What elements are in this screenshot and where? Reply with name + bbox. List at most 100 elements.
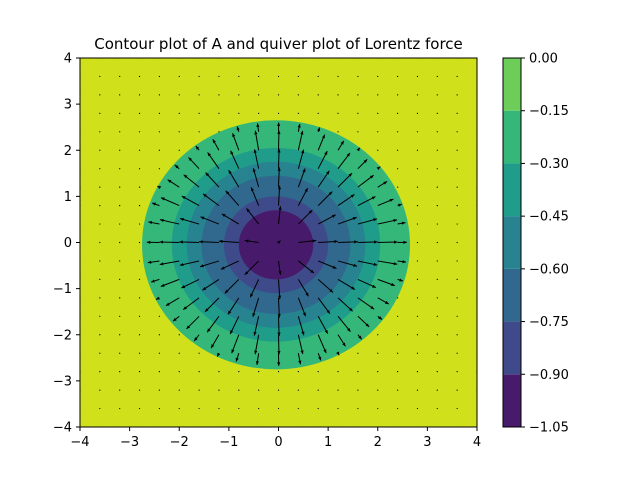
quiver-arrow [436, 352, 438, 354]
y-tick-label: −2 [53, 328, 72, 343]
quiver-arrow [416, 149, 419, 151]
quiver-arrow [198, 131, 200, 133]
quiver-arrow [456, 149, 458, 151]
quiver-arrow [181, 195, 200, 207]
quiver-arrow [297, 94, 299, 96]
quiver-arrow [219, 239, 239, 244]
quiver-arrow [297, 187, 309, 206]
quiver-arrow [99, 186, 101, 188]
quiver-arrow [297, 389, 299, 391]
quiver-arrow [277, 316, 281, 337]
quiver-arrow [377, 149, 379, 151]
quiver-arrow [178, 94, 180, 96]
quiver-arrow [138, 241, 141, 244]
quiver-arrow [377, 112, 379, 114]
quiver-arrow [277, 407, 280, 410]
quiver-arrow [397, 112, 399, 114]
quiver-arrow [377, 389, 379, 391]
quiver-arrow [357, 315, 370, 328]
quiver-arrow [456, 168, 458, 170]
quiver-arrow [99, 94, 101, 96]
quiver-arrow [416, 131, 419, 133]
quiver-arrow [377, 240, 398, 244]
quiver-arrow [436, 149, 438, 151]
quiver-arrow [318, 239, 338, 244]
quiver-arrow [377, 218, 398, 225]
quiver-arrow [119, 371, 121, 373]
quiver-arrow [179, 217, 200, 225]
quiver-arrow [158, 315, 160, 317]
quiver-arrow [256, 123, 260, 132]
quiver-arrow [119, 131, 121, 133]
quiver-arrow [138, 112, 141, 114]
quiver-arrow [138, 389, 141, 391]
quiver-arrow [238, 371, 240, 373]
quiver-arrow [456, 407, 458, 410]
quiver-arrow [198, 407, 200, 410]
quiver-arrow [119, 278, 121, 280]
quiver-arrow [317, 334, 327, 354]
quiver-arrow [397, 260, 407, 264]
quiver-arrow [456, 75, 458, 78]
x-tick-label: −3 [120, 435, 139, 450]
quiver-arrow [416, 94, 419, 96]
quiver-arrow [337, 334, 346, 347]
quiver-arrow [277, 353, 281, 366]
quiver-arrow [317, 127, 321, 132]
quiver-arrow [119, 297, 121, 299]
quiver-arrow [436, 186, 438, 188]
quiver-arrow [244, 239, 259, 243]
quiver-arrow [183, 174, 200, 188]
quiver-arrow [198, 94, 200, 96]
quiver-arrow [317, 191, 333, 206]
quiver-arrow [210, 334, 220, 349]
quiver-arrow [397, 297, 399, 299]
colorbar-segment [503, 110, 521, 164]
quiver-arrow [119, 223, 121, 225]
quiver-arrow [297, 297, 307, 317]
quiver-arrow [138, 168, 141, 170]
quiver-arrow [397, 75, 399, 78]
quiver-arrow [297, 371, 299, 373]
quiver-arrow [150, 278, 160, 283]
quiver-arrow [229, 316, 240, 335]
quiver-arrow [357, 196, 376, 207]
colorbar-tick-label: −0.45 [529, 210, 569, 225]
y-tick-label: 0 [64, 236, 72, 251]
quiver-arrow [155, 296, 160, 300]
quiver-arrow [436, 334, 438, 336]
quiver-arrow [252, 297, 260, 317]
quiver-arrow [119, 334, 121, 336]
quiver-arrow [436, 389, 438, 391]
colorbar-frame [502, 57, 522, 428]
quiver-arrow [337, 172, 353, 188]
quiver-arrow [416, 278, 419, 280]
quiver-arrow [158, 334, 160, 336]
quiver-arrow [377, 315, 383, 320]
quiver-arrow [195, 145, 200, 151]
quiver-arrow [337, 278, 356, 291]
quiver-arrow [377, 278, 395, 287]
quiver-arrow [337, 112, 339, 114]
quiver-arrow [138, 371, 141, 373]
quiver-arrow [238, 112, 240, 114]
quiver-arrow [227, 297, 240, 315]
quiver-arrow [377, 352, 379, 354]
quiver-arrow [397, 131, 399, 133]
quiver-arrow [158, 131, 160, 133]
quiver-arrow [158, 149, 160, 151]
quiver-arrow [138, 407, 141, 410]
quiver-arrow [202, 193, 220, 207]
quiver-arrow [436, 278, 438, 280]
quiver-arrow [456, 260, 458, 262]
quiver-arrow [244, 260, 260, 276]
x-tick-label: 1 [324, 435, 332, 450]
quiver-arrow [277, 130, 281, 151]
quiver-arrow [212, 138, 220, 151]
quiver-arrow [199, 240, 219, 244]
quiver-arrow [198, 75, 200, 78]
y-tick-label: −3 [53, 374, 72, 389]
quiver-arrow [236, 126, 240, 132]
quiver-arrow [186, 315, 200, 330]
quiver-arrow [277, 148, 281, 169]
